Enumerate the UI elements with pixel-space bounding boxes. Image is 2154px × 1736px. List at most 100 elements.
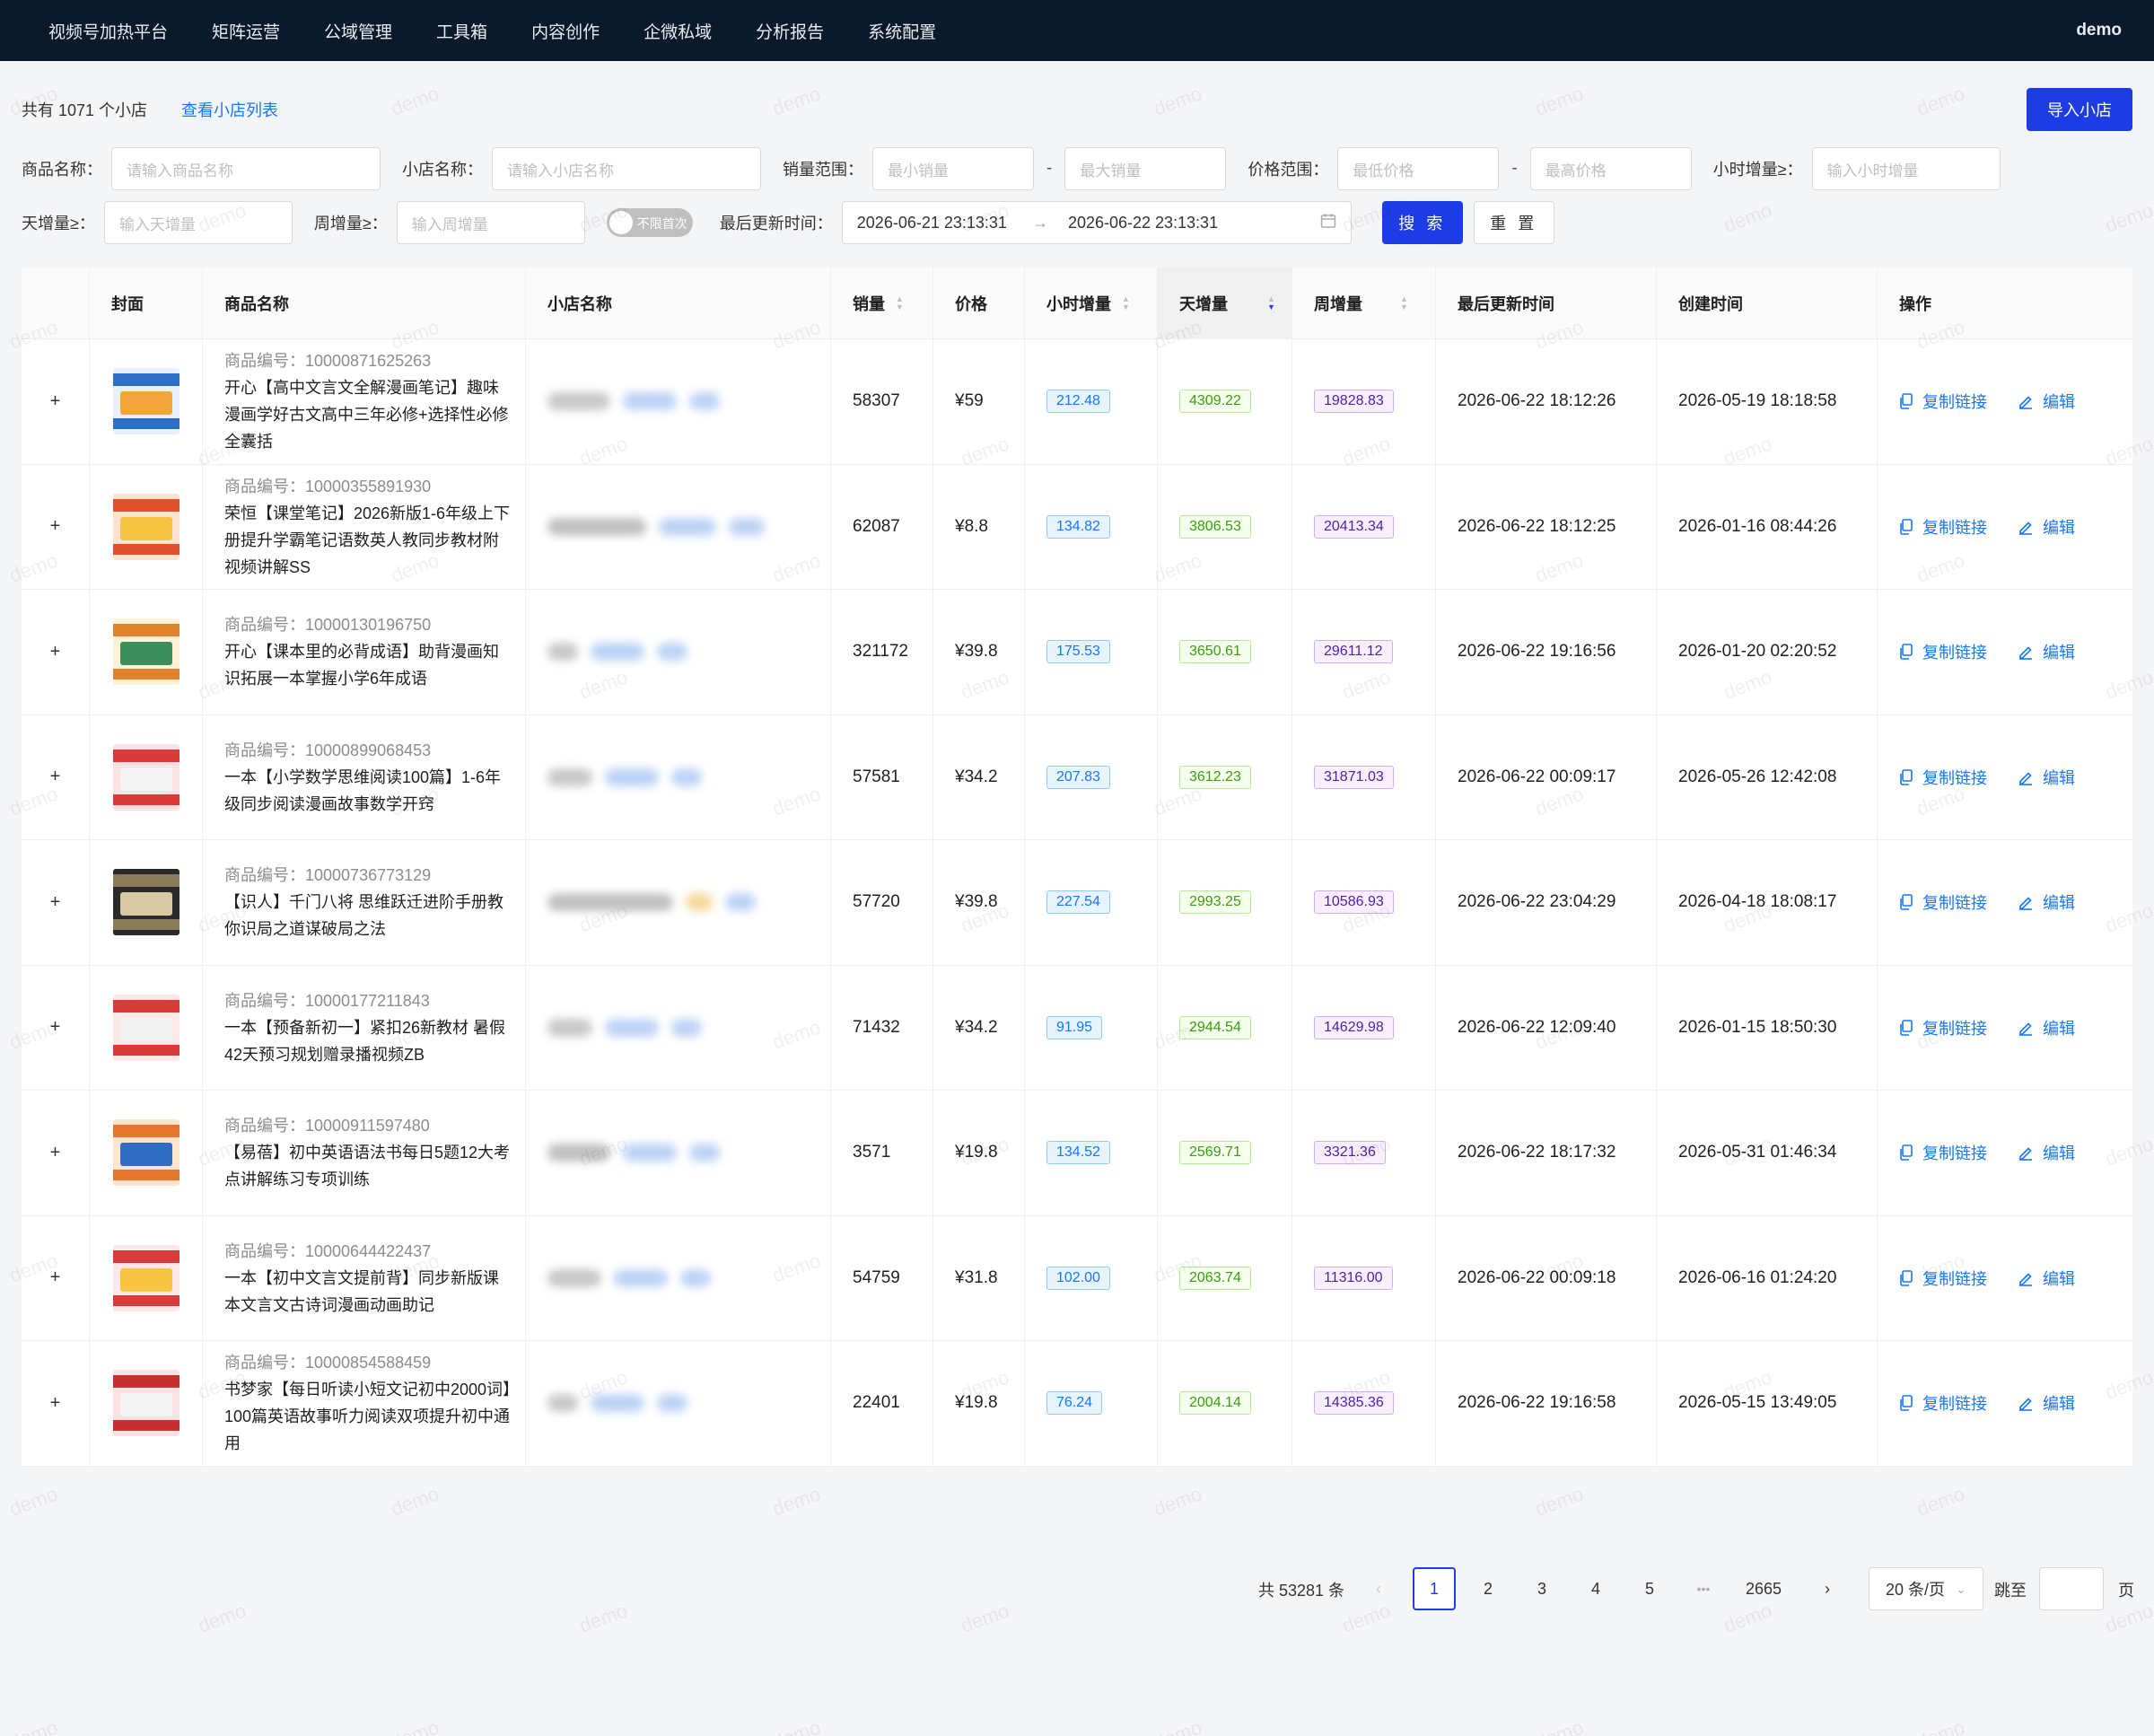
nav-item-public-domain[interactable]: 公域管理 <box>324 22 393 42</box>
page-5-button[interactable]: 5 <box>1644 1579 1654 1598</box>
price-min-input[interactable]: 最低价格 <box>1337 147 1500 190</box>
expand-row-icon[interactable]: + <box>49 1017 61 1038</box>
table-row: + 商品编号：10000911597480 【易蓓】初中英语语法书每日5题12大… <box>22 1091 2132 1216</box>
day-increment-label: 天增量≥： <box>22 215 95 232</box>
watermark-text: demo <box>769 1715 824 1736</box>
search-button[interactable]: 搜 索 <box>1381 201 1463 244</box>
nav-item-settings[interactable]: 系统配置 <box>868 22 937 42</box>
expand-row-icon[interactable]: + <box>49 1267 61 1288</box>
edit-label: 编辑 <box>2043 1395 2075 1414</box>
week-increment-input[interactable]: 输入周增量 <box>396 201 585 244</box>
nav-item-content[interactable]: 内容创作 <box>531 22 600 42</box>
copy-link-button[interactable]: 复制链接 <box>1899 1016 1987 1039</box>
expand-row-icon[interactable]: + <box>49 1392 61 1413</box>
copy-link-button[interactable]: 复制链接 <box>1899 1391 1987 1415</box>
copy-icon <box>1899 1395 1922 1412</box>
date-range-picker[interactable]: 2026-06-21 23:13:31 → 2026-06-22 23:13:3… <box>841 201 1352 244</box>
page-size-select[interactable]: 20 条/页 ⌄ <box>1869 1567 1983 1610</box>
hour-cell: 76.24 <box>1025 1341 1158 1466</box>
table-row: + 商品编号：10000355891930 荣恒【课堂笔记】2026新版1-6年… <box>22 464 2132 590</box>
page-3-button[interactable]: 3 <box>1537 1579 1546 1598</box>
page-1-button[interactable]: 1 <box>1413 1567 1456 1610</box>
header-sales-label: 销量 <box>853 294 885 313</box>
shop-cell <box>526 1091 831 1215</box>
header-updated: 最后更新时间 <box>1436 267 1657 338</box>
edit-button[interactable]: 编辑 <box>2018 1391 2075 1415</box>
total-count: 共 53281 条 <box>1258 1582 1345 1600</box>
jump-page-input[interactable] <box>2039 1567 2104 1610</box>
product-name-input[interactable]: 请输入商品名称 <box>111 147 381 190</box>
nav-item-video-boost[interactable]: 视频号加热平台 <box>48 22 169 42</box>
copy-link-button[interactable]: 复制链接 <box>1899 1267 1987 1290</box>
expand-row-icon[interactable]: + <box>49 390 61 411</box>
expand-row-icon[interactable]: + <box>49 891 61 912</box>
edit-button[interactable]: 编辑 <box>2018 1016 2075 1039</box>
copy-icon <box>1899 894 1922 911</box>
import-shop-button[interactable]: 导入小店 <box>2027 88 2132 131</box>
product-table: 封面 商品名称 小店名称 销量 ▲ ▼ 价格 小时增量 ▲ ▼ 天增量 ▲ ▼ 周增量 ▲ ▼ … <box>22 267 2132 1467</box>
page-4-button[interactable]: 4 <box>1590 1579 1600 1598</box>
nav-item-toolbox[interactable]: 工具箱 <box>436 22 488 42</box>
cover-cell <box>90 965 203 1090</box>
edit-button[interactable]: 编辑 <box>2018 766 2075 789</box>
copy-link-button[interactable]: 复制链接 <box>1899 1141 1987 1164</box>
edit-button[interactable]: 编辑 <box>2018 515 2075 539</box>
created-cell: 2026-06-16 01:24:20 <box>1657 1215 1878 1340</box>
date-start[interactable]: 2026-06-21 23:13:31 <box>856 213 1007 232</box>
last-page-button[interactable]: 2665 <box>1745 1579 1782 1598</box>
edit-icon <box>2018 1395 2043 1412</box>
first-time-toggle[interactable]: 不限首次 <box>606 208 693 237</box>
header-week[interactable]: 周增量 ▲ ▼ <box>1292 267 1436 338</box>
copy-link-button[interactable]: 复制链接 <box>1899 766 1987 789</box>
header-hour[interactable]: 小时增量 ▲ ▼ <box>1025 267 1158 338</box>
nav-item-matrix[interactable]: 矩阵运营 <box>212 22 281 42</box>
copy-link-button[interactable]: 复制链接 <box>1899 640 1987 663</box>
header-sales[interactable]: 销量 ▲ ▼ <box>831 267 933 338</box>
more-pages-button[interactable]: ••• <box>1696 1582 1711 1596</box>
header-day[interactable]: 天增量 ▲ ▼ <box>1158 267 1292 338</box>
edit-button[interactable]: 编辑 <box>2018 890 2075 914</box>
week-cell: 20413.34 <box>1292 464 1436 589</box>
header-week-label: 周增量 <box>1314 294 1362 313</box>
edit-button[interactable]: 编辑 <box>2018 640 2075 663</box>
copy-link-label: 复制链接 <box>1922 518 1987 537</box>
jump-suffix: 页 <box>2118 1582 2134 1600</box>
edit-icon <box>2018 393 2043 410</box>
edit-button[interactable]: 编辑 <box>2018 1267 2075 1290</box>
user-menu[interactable]: demo <box>2076 21 2122 39</box>
week-increment-tag: 11316.00 <box>1314 1266 1393 1290</box>
hour-increment-input[interactable]: 输入小时增量 <box>1811 147 2001 190</box>
date-end[interactable]: 2026-06-22 23:13:31 <box>1067 213 1219 232</box>
sales-min-input[interactable]: 最小销量 <box>872 147 1034 190</box>
copy-icon <box>1899 768 1922 785</box>
day-cell: 2063.74 <box>1158 1215 1292 1340</box>
nav-item-wecom[interactable]: 企微私域 <box>644 22 713 42</box>
product-code: 商品编号：10000854588459 <box>224 1354 432 1372</box>
watermark-text: demo <box>6 1482 61 1521</box>
table-row: + 商品编号：10000854588459 书梦家【每日听读小短文记初中2000… <box>22 1341 2132 1467</box>
copy-link-button[interactable]: 复制链接 <box>1899 390 1987 413</box>
table-row: + 商品编号：10000899068453 一本【小学数学思维阅读100篇】1-… <box>22 715 2132 840</box>
shop-name-input[interactable]: 请输入小店名称 <box>492 147 761 190</box>
sales-max-input[interactable]: 最大销量 <box>1064 147 1227 190</box>
page-2-button[interactable]: 2 <box>1483 1579 1493 1598</box>
copy-link-button[interactable]: 复制链接 <box>1899 890 1987 914</box>
reset-button[interactable]: 重 置 <box>1473 201 1554 244</box>
expand-row-icon[interactable]: + <box>49 1142 61 1162</box>
expand-row-icon[interactable]: + <box>49 767 61 787</box>
product-cover-image <box>112 368 180 435</box>
expand-row-icon[interactable]: + <box>49 641 61 662</box>
watermark-text: demo <box>769 1482 824 1521</box>
day-increment-input[interactable]: 输入天增量 <box>103 201 293 244</box>
next-page-button[interactable]: › <box>1825 1579 1830 1598</box>
nav-item-reports[interactable]: 分析报告 <box>756 22 825 42</box>
sort-icon: ▲ ▼ <box>896 294 904 311</box>
edit-button[interactable]: 编辑 <box>2018 1141 2075 1164</box>
prev-page-button[interactable]: ‹ <box>1376 1579 1381 1598</box>
price-max-input[interactable]: 最高价格 <box>1529 147 1692 190</box>
expand-row-icon[interactable]: + <box>49 516 61 537</box>
copy-link-button[interactable]: 复制链接 <box>1899 515 1987 539</box>
view-shop-list-link[interactable]: 查看小店列表 <box>181 101 279 119</box>
edit-button[interactable]: 编辑 <box>2018 390 2075 413</box>
day-cell: 3612.23 <box>1158 715 1292 839</box>
